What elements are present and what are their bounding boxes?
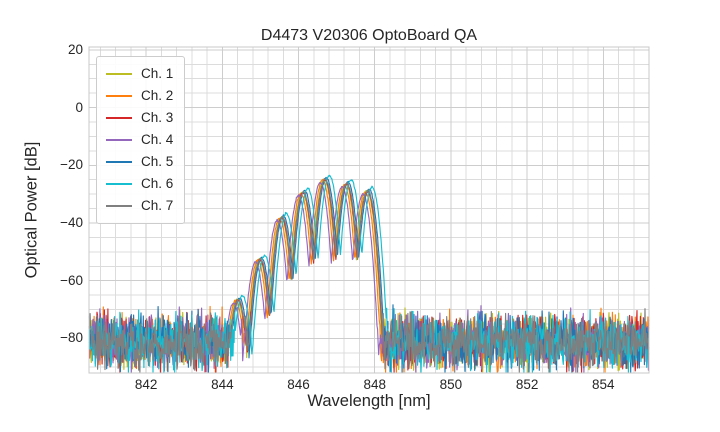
- legend-entry-ch-6: Ch. 6: [106, 173, 173, 195]
- legend-line-swatch-ch-3: [106, 116, 132, 120]
- legend-line-swatch-ch-2: [106, 94, 132, 98]
- x-tick-label: 844: [211, 377, 234, 392]
- legend: Ch. 1 Ch. 2 Ch. 3 Ch. 4 Ch. 5 Ch. 6 Ch. 7: [96, 56, 186, 224]
- y-tick-label: −80: [60, 330, 83, 346]
- x-tick-label: 846: [287, 377, 310, 392]
- legend-label: Ch. 2: [141, 88, 174, 104]
- legend-label: Ch. 6: [141, 176, 174, 192]
- x-tick-label: 850: [439, 377, 463, 392]
- legend-entry-ch-4: Ch. 4: [106, 129, 173, 151]
- legend-label: Ch. 4: [141, 132, 174, 148]
- legend-line-swatch-ch-7: [106, 204, 132, 208]
- y-tick-label: 20: [67, 41, 83, 57]
- axes-spines: [88, 46, 650, 374]
- y-tick-label: −40: [60, 214, 83, 230]
- legend-line-swatch-ch-6: [106, 182, 132, 186]
- legend-entry-ch-5: Ch. 5: [106, 151, 173, 173]
- legend-entry-ch-7: Ch. 7: [106, 195, 173, 217]
- legend-entry-ch-3: Ch. 3: [106, 107, 173, 129]
- x-axis-label: Wavelength [nm]: [307, 392, 431, 410]
- legend-label: Ch. 3: [141, 110, 174, 126]
- x-tick-label: 842: [134, 377, 158, 392]
- legend-label: Ch. 7: [141, 198, 174, 214]
- series-line-ch-7: [88, 178, 650, 373]
- legend-line-swatch-ch-1: [106, 72, 132, 76]
- legend-entry-ch-1: Ch. 1: [106, 63, 173, 85]
- legend-entry-ch-2: Ch. 2: [106, 85, 173, 107]
- legend-line-swatch-ch-5: [106, 160, 132, 164]
- y-tick-label: 0: [75, 99, 83, 115]
- legend-line-swatch-ch-4: [106, 138, 132, 142]
- y-tick-label: −60: [60, 272, 83, 288]
- y-tick-label: −20: [60, 157, 83, 173]
- x-tick-label: 854: [592, 377, 615, 392]
- x-tick-label: 852: [515, 377, 539, 392]
- legend-label: Ch. 1: [141, 66, 174, 82]
- x-tick-label: 848: [363, 377, 386, 392]
- chart-title: D4473 V20306 OptoBoard QA: [260, 27, 478, 44]
- legend-label: Ch. 5: [141, 154, 174, 170]
